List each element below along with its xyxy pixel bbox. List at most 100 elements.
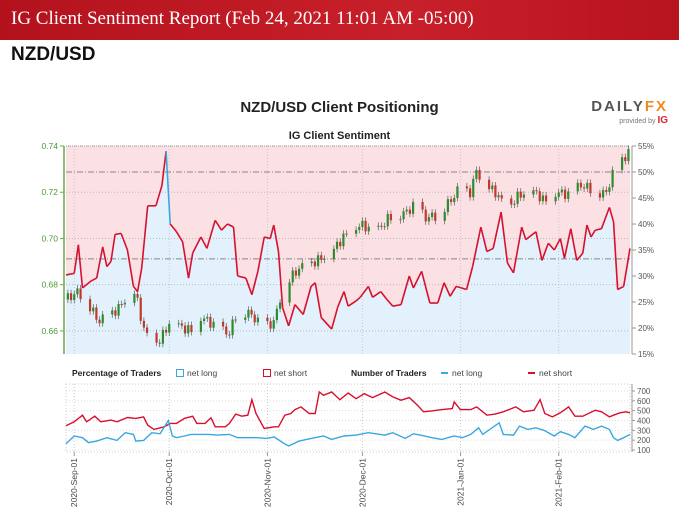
pct-tick-label: 35%	[638, 246, 654, 255]
count-tick-label: 700	[637, 387, 651, 396]
candle	[443, 211, 446, 221]
sentiment-line-segment	[443, 282, 451, 297]
candle	[117, 304, 120, 316]
logo-provided: provided by	[619, 118, 656, 125]
sentiment-line-segment	[412, 270, 423, 289]
legend-pct-label: Percentage of Traders	[72, 368, 162, 378]
sentiment-line-segment	[120, 233, 129, 251]
candle	[187, 325, 190, 334]
sentiment-line-segment	[65, 272, 75, 276]
sentiment-line-segment	[302, 286, 312, 315]
candle	[316, 255, 320, 267]
candle	[554, 196, 557, 202]
sentiment-line-segment	[525, 231, 537, 241]
legend-pct-net-short: net short	[263, 368, 307, 378]
candle	[598, 193, 602, 198]
dailyfx-logo: DAILYFX provided by IG	[580, 98, 668, 126]
candle	[95, 307, 98, 320]
candle	[627, 149, 630, 162]
candle	[563, 189, 567, 199]
sentiment-line-segment	[165, 151, 171, 225]
candle	[342, 233, 345, 247]
sentiment-line-segment	[251, 271, 259, 295]
candle	[335, 241, 339, 249]
candle	[212, 321, 215, 328]
sentiment-line-segment	[77, 244, 84, 289]
sentiment-line-segment	[437, 282, 445, 304]
sentiment-line-segment	[245, 277, 253, 295]
net-short-swatch-icon	[263, 369, 271, 377]
candle	[522, 194, 526, 198]
candle	[202, 318, 206, 321]
sentiment-line-segment	[608, 207, 615, 223]
sentiment-line-segment	[392, 303, 402, 307]
candle	[560, 189, 564, 193]
traders-line-net-long	[65, 418, 631, 447]
candle	[209, 316, 212, 328]
candle	[611, 169, 614, 188]
count-tick-label: 400	[637, 417, 651, 426]
sentiment-line-segment	[622, 248, 631, 287]
sentiment-line-segment	[347, 300, 357, 307]
candle	[624, 157, 627, 162]
pct-tick-label: 55%	[638, 142, 654, 151]
candle	[557, 192, 560, 197]
legend-text: net long	[187, 368, 218, 378]
sentiment-line-segment	[506, 262, 515, 274]
sentiment-line-segment	[535, 231, 543, 261]
candle	[456, 186, 459, 198]
sentiment-line-segment	[132, 285, 139, 293]
candle	[332, 248, 336, 259]
candle	[180, 323, 184, 326]
pct-tick-label: 20%	[638, 324, 654, 333]
sentiment-line-segment	[541, 242, 550, 261]
sentiment-line-segment	[90, 277, 98, 282]
sentiment-line-segment	[569, 228, 578, 261]
candle	[92, 307, 95, 312]
sentiment-line-segment	[355, 296, 361, 302]
count-tick-label: 200	[637, 436, 651, 445]
candle	[475, 169, 478, 179]
date-tick-label: 2020-Sep-01	[69, 458, 79, 507]
price-tick-label: 0.70	[41, 233, 58, 243]
sentiment-line-segment	[465, 266, 474, 290]
sentiment-line-segment	[486, 247, 494, 253]
candle	[111, 310, 114, 315]
sentiment-line-segment	[343, 291, 349, 307]
sentiment-line-segment	[206, 220, 216, 249]
sentiment-line-segment	[136, 268, 143, 292]
report-banner: IG Client Sentiment Report (Feb 24, 2021…	[0, 0, 679, 40]
candle	[206, 316, 209, 319]
candle	[421, 201, 424, 210]
sentiment-line-segment	[140, 205, 149, 269]
sentiment-line-segment	[214, 219, 223, 231]
candle	[516, 191, 519, 204]
sentiment-line-segment	[330, 306, 339, 330]
candle	[142, 320, 146, 328]
candle	[244, 317, 247, 320]
date-tick-label: 2020-Nov-01	[262, 458, 272, 507]
candle	[367, 226, 370, 232]
pct-tick-label: 30%	[638, 272, 654, 281]
candle	[541, 195, 545, 202]
candle	[582, 187, 586, 189]
date-tick-label: 2021-Feb-01	[554, 458, 564, 507]
candle	[576, 182, 579, 192]
sentiment-line-segment	[576, 252, 584, 261]
sentiment-line-segment	[480, 226, 488, 252]
legend-text: net long	[452, 368, 483, 378]
date-tick-label: 2021-Jan-01	[456, 458, 466, 506]
sentiment-line-segment	[594, 227, 602, 232]
sentiment-line-segment	[359, 285, 370, 298]
candle	[190, 325, 193, 332]
price-tick-label: 0.66	[41, 326, 58, 336]
sentiment-line-segment	[220, 223, 229, 231]
logo-text: DAILY	[591, 98, 645, 115]
price-tick-label: 0.72	[41, 187, 58, 197]
sentiment-line-segment	[161, 151, 167, 186]
candle	[620, 157, 624, 170]
pct-tick-label: 45%	[638, 194, 654, 203]
pct-tick-label: 25%	[638, 298, 654, 307]
candle	[538, 191, 541, 202]
sentiment-line-segment	[600, 207, 611, 229]
